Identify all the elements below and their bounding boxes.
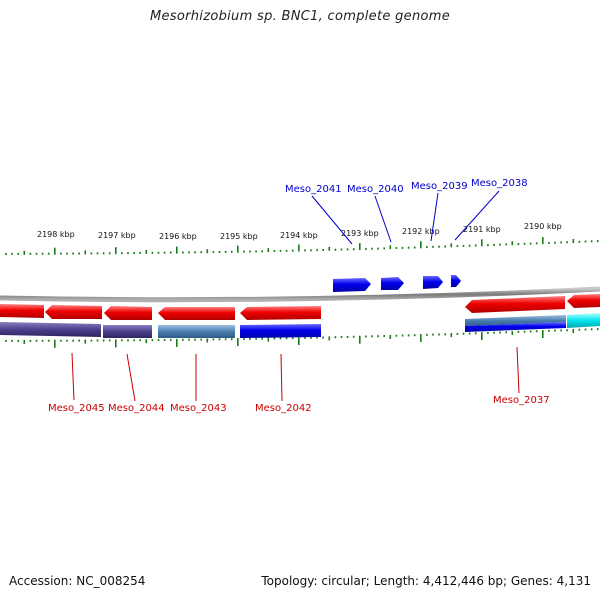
label-meso-2037[interactable]: Meso_2037 — [493, 395, 550, 406]
kbp-label-2191: 2191 kbp — [463, 225, 501, 234]
kbp-label-2194: 2194 kbp — [280, 231, 318, 240]
forward-strand-genes — [333, 275, 461, 292]
upper-tick-ring — [5, 237, 599, 255]
forward-gene-labels: Meso_2041 Meso_2040 Meso_2039 Meso_2038 — [285, 178, 528, 195]
gene-arrow-meso-2041[interactable] — [333, 278, 371, 292]
label-meso-2045[interactable]: Meso_2045 — [48, 403, 105, 414]
gene-arrow-meso-2042[interactable] — [240, 306, 321, 320]
callout-line-2041 — [311, 195, 353, 245]
kbp-label-2195: 2195 kbp — [220, 232, 258, 241]
callout-line-2037 — [516, 346, 520, 394]
feature-purple-2[interactable] — [103, 325, 152, 338]
map-title: Mesorhizobium sp. BNC1, complete genome — [149, 9, 451, 24]
kbp-tick-labels: 2198 kbp 2197 kbp 2196 kbp 2195 kbp 2194… — [37, 222, 562, 241]
feature-steel-2[interactable] — [465, 315, 566, 326]
feature-blue-1[interactable] — [240, 324, 321, 338]
callout-line-2040 — [374, 195, 392, 243]
kbp-label-2192: 2192 kbp — [402, 227, 440, 236]
kbp-label-2197: 2197 kbp — [98, 231, 136, 240]
kbp-label-2193: 2193 kbp — [341, 229, 379, 238]
feature-cyan-1[interactable] — [567, 313, 600, 328]
gene-arrow-meso-2040[interactable] — [381, 277, 404, 290]
label-meso-2041[interactable]: Meso_2041 — [285, 184, 342, 195]
label-meso-2042[interactable]: Meso_2042 — [255, 403, 312, 414]
genome-backbone — [0, 286, 600, 303]
gene-arrow-meso-2044[interactable] — [104, 306, 152, 320]
feature-purple-1[interactable] — [0, 322, 101, 337]
kbp-label-2198: 2198 kbp — [37, 230, 75, 239]
gene-arrow-meso-2037[interactable] — [465, 296, 565, 313]
label-meso-2038[interactable]: Meso_2038 — [471, 178, 528, 189]
callout-line-2042 — [280, 353, 283, 402]
callout-line-2044 — [126, 353, 136, 402]
feature-steel-1[interactable] — [158, 325, 235, 338]
label-meso-2043[interactable]: Meso_2043 — [170, 403, 227, 414]
gene-arrow-meso-2039[interactable] — [423, 276, 443, 289]
lower-tick-ring — [5, 328, 599, 348]
reverse-gene-labels: Meso_2045 Meso_2044 Meso_2043 Meso_2042 … — [48, 395, 550, 414]
label-meso-2044[interactable]: Meso_2044 — [108, 403, 165, 414]
label-meso-2039[interactable]: Meso_2039 — [411, 181, 468, 192]
label-meso-2040[interactable]: Meso_2040 — [347, 184, 404, 195]
kbp-label-2196: 2196 kbp — [159, 232, 197, 241]
gene-arrow-meso-2043[interactable] — [158, 307, 235, 320]
kbp-label-2190: 2190 kbp — [524, 222, 562, 231]
callout-line-2038 — [454, 190, 500, 241]
callout-line-2039 — [430, 192, 439, 242]
gene-arrow-meso-2045[interactable] — [45, 305, 102, 319]
feature-blue-2[interactable] — [465, 322, 566, 332]
callout-lines — [71, 190, 520, 402]
accession-label: Accession: NC_008254 — [9, 574, 146, 588]
topology-label: Topology: circular; Length: 4,412,446 bp… — [261, 574, 591, 588]
gene-arrow-left-edge[interactable] — [0, 304, 44, 318]
callout-line-2045 — [71, 352, 75, 401]
gene-arrow-right-edge[interactable] — [567, 294, 600, 308]
feature-track — [0, 313, 600, 338]
gene-arrow-meso-2038[interactable] — [451, 275, 461, 287]
reverse-strand-genes — [0, 294, 600, 320]
